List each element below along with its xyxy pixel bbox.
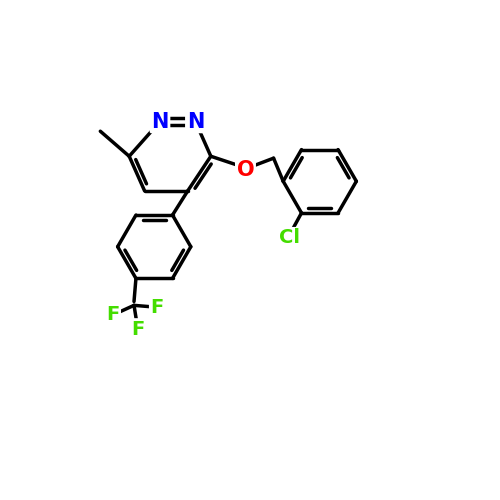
Text: F: F xyxy=(131,320,144,338)
Text: N: N xyxy=(152,112,168,132)
Text: O: O xyxy=(236,160,254,180)
Text: F: F xyxy=(106,306,120,324)
Text: Cl: Cl xyxy=(280,228,300,248)
Text: N: N xyxy=(186,112,204,132)
Text: F: F xyxy=(150,298,164,317)
